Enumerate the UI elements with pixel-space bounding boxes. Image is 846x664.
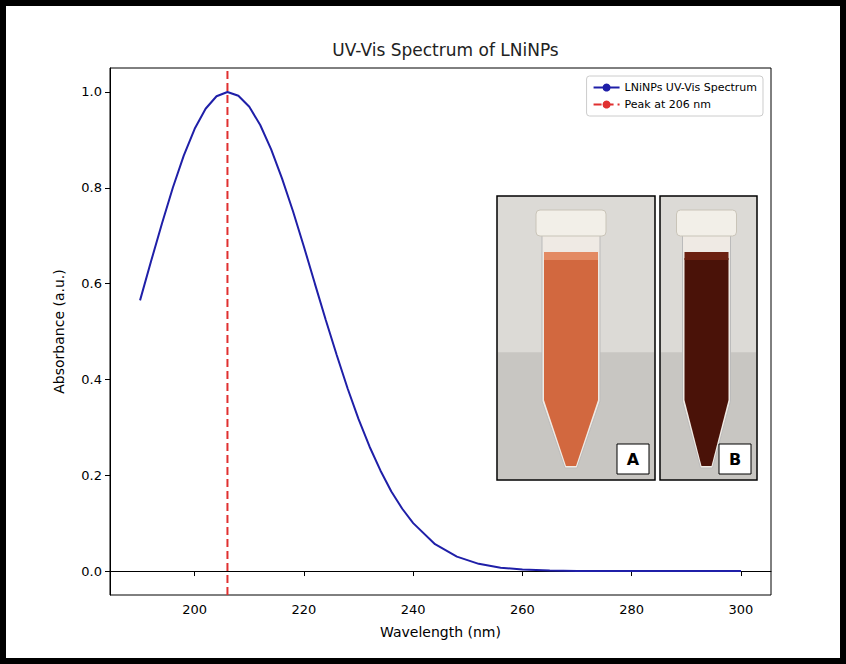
svg-text:0.2: 0.2 [81, 468, 102, 483]
svg-text:200: 200 [182, 602, 207, 617]
svg-text:Wavelength (nm): Wavelength (nm) [380, 624, 501, 640]
svg-text:280: 280 [619, 602, 644, 617]
svg-text:0.0: 0.0 [81, 564, 102, 579]
svg-text:1.0: 1.0 [81, 84, 102, 99]
svg-text:240: 240 [401, 602, 426, 617]
svg-text:0.6: 0.6 [81, 276, 102, 291]
svg-text:LNiNPs UV-Vis Spectrum: LNiNPs UV-Vis Spectrum [625, 81, 757, 94]
svg-text:220: 220 [292, 602, 317, 617]
svg-text:260: 260 [510, 602, 535, 617]
svg-text:0.8: 0.8 [81, 180, 102, 195]
svg-text:B: B [729, 450, 741, 469]
svg-text:0.4: 0.4 [81, 372, 102, 387]
svg-text:Peak at 206 nm: Peak at 206 nm [625, 98, 711, 111]
svg-text:A: A [627, 450, 640, 469]
svg-text:300: 300 [729, 602, 754, 617]
svg-text:UV-Vis Spectrum of LNiNPs: UV-Vis Spectrum of LNiNPs [332, 40, 559, 60]
svg-text:Absorbance (a.u.): Absorbance (a.u.) [51, 269, 67, 393]
